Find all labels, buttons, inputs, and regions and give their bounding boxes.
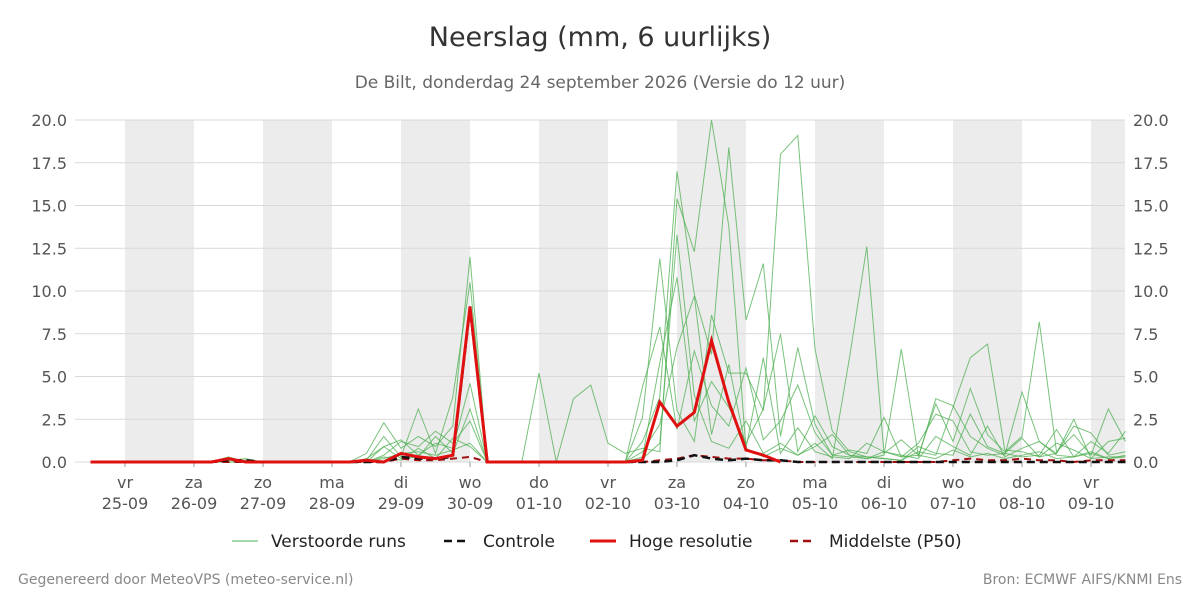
- x-tick-day: ma: [802, 473, 827, 492]
- x-tick-date: 25-09: [102, 494, 149, 513]
- x-tick-day: do: [529, 473, 549, 492]
- day-band: [953, 120, 1022, 462]
- series-line-verstoorde-runs: [90, 147, 1126, 463]
- legend-label: Hoge resolutie: [629, 532, 753, 552]
- x-tick-date: 26-09: [171, 494, 218, 513]
- series-line-verstoorde-runs: [90, 326, 1126, 463]
- x-tick-date: 07-10: [930, 494, 977, 513]
- chart-title: Neerslag (mm, 6 uurlijks): [428, 22, 772, 53]
- y-tick-label: 17.5: [31, 154, 67, 173]
- x-tick-date: 03-10: [654, 494, 701, 513]
- day-band: [263, 120, 332, 462]
- x-axis: vr 25-09 za 26-09 zo 27-09 ma 28-09 di 29-09 wo 30-…: [102, 462, 1115, 513]
- x-tick-date: 06-10: [861, 494, 908, 513]
- day-band: [539, 120, 608, 462]
- x-tick-date: 28-09: [309, 494, 356, 513]
- series-line-middelste-p50: [90, 454, 1126, 464]
- day-band: [815, 120, 884, 462]
- y-tick-label: 10.0: [31, 282, 67, 301]
- y-tick-label: 17.5: [1133, 154, 1169, 173]
- y-tick-label: 0.0: [42, 453, 67, 472]
- x-tick-day: di: [394, 473, 409, 492]
- weekend-bands: [125, 120, 1125, 462]
- x-tick-day: vr: [600, 473, 616, 492]
- x-tick-day: vr: [1083, 473, 1099, 492]
- legend-label: Verstoorde runs: [271, 532, 406, 552]
- x-tick-date: 09-10: [1068, 494, 1115, 513]
- x-tick-date: 02-10: [585, 494, 632, 513]
- x-tick-day: zo: [254, 473, 272, 492]
- x-tick-day: za: [668, 473, 686, 492]
- y-tick-label: 20.0: [1133, 111, 1169, 130]
- y-tick-label: 10.0: [1133, 282, 1169, 301]
- x-tick-day: ma: [319, 473, 344, 492]
- x-tick-date: 29-09: [378, 494, 425, 513]
- footer-source: Bron: ECMWF AIFS/KNMI Ens: [982, 572, 1182, 588]
- x-tick-date: 08-10: [999, 494, 1046, 513]
- x-tick-date: 27-09: [240, 494, 287, 513]
- y-tick-label: 7.5: [42, 325, 67, 344]
- day-band: [125, 120, 194, 462]
- series-line-controle: [90, 307, 1126, 464]
- y-tick-label: 12.5: [31, 239, 67, 258]
- series-line-verstoorde-runs: [90, 295, 1126, 463]
- legend-label: Middelste (P50): [829, 532, 962, 552]
- legend: Verstoorde runs Controle Hoge resolutie Mid…: [232, 532, 962, 552]
- chart-subtitle: De Bilt, donderdag 24 september 2026 (Ve…: [354, 73, 846, 93]
- y-tick-label: 2.5: [1133, 410, 1158, 429]
- day-band: [401, 120, 470, 462]
- y-tick-label: 5.0: [1133, 368, 1158, 387]
- x-tick-day: wo: [459, 473, 482, 492]
- x-tick-day: zo: [737, 473, 755, 492]
- x-tick-day: za: [185, 473, 203, 492]
- day-band: [677, 120, 746, 462]
- y-axis-right: 0.0 2.5 5.0 7.5 10.0 12.5 15.0 17.5 20.0: [1133, 111, 1169, 472]
- x-tick-day: wo: [942, 473, 965, 492]
- y-tick-label: 15.0: [31, 197, 67, 216]
- x-tick-day: vr: [117, 473, 133, 492]
- x-tick-day: di: [877, 473, 892, 492]
- x-tick-date: 04-10: [723, 494, 770, 513]
- y-tick-label: 5.0: [42, 368, 67, 387]
- series-line-verstoorde-runs: [90, 119, 1126, 463]
- day-band: [1091, 120, 1125, 462]
- y-axis-left: 0.0 2.5 5.0 7.5 10.0 12.5 15.0 17.5 20.0: [31, 111, 67, 472]
- y-tick-label: 7.5: [1133, 325, 1158, 344]
- y-tick-label: 2.5: [42, 410, 67, 429]
- footer-generated-by: Gegenereerd door MeteoVPS (meteo-service…: [18, 572, 354, 588]
- series-lines: [90, 119, 1126, 464]
- y-tick-label: 20.0: [31, 111, 67, 130]
- y-tick-label: 15.0: [1133, 197, 1169, 216]
- y-tick-label: 12.5: [1133, 239, 1169, 258]
- series-line-verstoorde-runs: [90, 234, 1126, 463]
- y-tick-label: 0.0: [1133, 453, 1158, 472]
- x-tick-date: 01-10: [516, 494, 563, 513]
- series-line-verstoorde-runs: [90, 134, 1126, 463]
- series-line-hoge-resolutie: [90, 306, 782, 464]
- x-tick-day: do: [1012, 473, 1032, 492]
- x-tick-date: 05-10: [792, 494, 839, 513]
- legend-label: Controle: [483, 532, 555, 552]
- x-tick-date: 30-09: [447, 494, 494, 513]
- gridlines: [75, 119, 1125, 463]
- series-line-verstoorde-runs: [90, 277, 1126, 463]
